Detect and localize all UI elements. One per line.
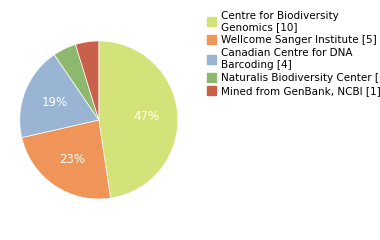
Wedge shape bbox=[20, 55, 99, 138]
Legend: Centre for Biodiversity
Genomics [10], Wellcome Sanger Institute [5], Canadian C: Centre for Biodiversity Genomics [10], W… bbox=[207, 11, 380, 96]
Wedge shape bbox=[54, 44, 99, 120]
Wedge shape bbox=[99, 41, 178, 198]
Text: 19%: 19% bbox=[41, 96, 68, 109]
Text: 23%: 23% bbox=[59, 153, 85, 166]
Wedge shape bbox=[22, 120, 111, 199]
Wedge shape bbox=[76, 41, 99, 120]
Text: 47%: 47% bbox=[133, 110, 159, 123]
